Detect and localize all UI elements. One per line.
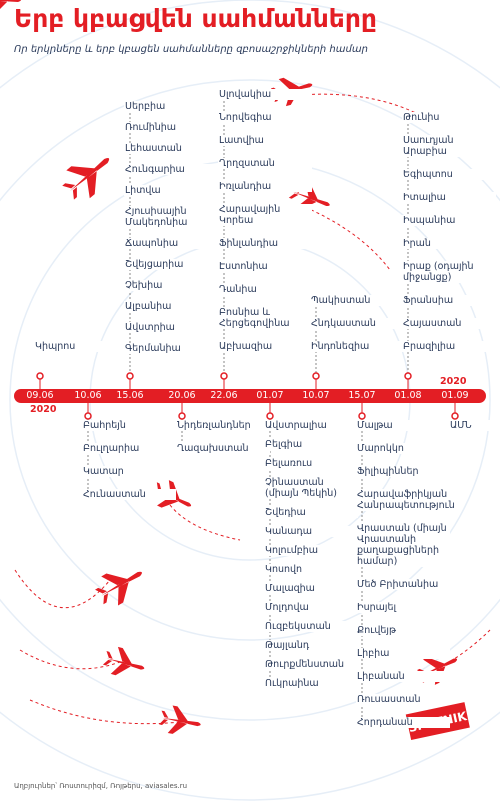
country: Հունաստան (82, 489, 176, 500)
country: Հարավաֆրիկյան Հանրապետություն (356, 489, 455, 511)
country: Լիբիա (356, 648, 450, 659)
country: Կանադա (264, 526, 358, 537)
country: Պակիստան (310, 295, 404, 306)
timeline-bar (14, 389, 486, 403)
country: Ֆիլիպիններ (356, 466, 450, 477)
country: Կոլումբիա (264, 545, 358, 556)
marker (84, 412, 92, 420)
date-label: 01.07 (256, 390, 284, 401)
country: Մարոկկո (356, 443, 450, 454)
country: Կիպրոս (34, 341, 128, 352)
country: Հարավային Կորեա (218, 204, 312, 226)
date-label: 20.06 (168, 390, 196, 401)
marker (451, 412, 459, 420)
country: Մալազիա (264, 583, 358, 594)
country: Ավստրալիա (264, 420, 358, 431)
country: Հյուսիսային Մակեդոնիա (124, 206, 218, 228)
country: Կատար (82, 466, 176, 477)
country: Սաուդյան Արաբիա (402, 135, 496, 157)
country: Լեհաստան (124, 143, 218, 154)
country: Ղազախստան (176, 443, 270, 454)
country: Հունգարիա (124, 164, 218, 175)
country: Վրաստան (միայն Վրաստանի քաղաքացիների համ… (356, 523, 450, 567)
country: Ուկրաինա (264, 678, 358, 689)
country: Իսպանիա (402, 215, 496, 226)
country: Քուվեյթ (356, 625, 450, 636)
country: Իռլանդիա (218, 181, 312, 192)
marker (266, 412, 274, 420)
date-label: 09.06 (26, 390, 54, 401)
country: Շվեդիա (264, 507, 358, 518)
country: Չինաստան (միայն Պեկին) (264, 477, 358, 499)
country: Լատվիա (218, 135, 312, 146)
country: Հորդանան (356, 717, 450, 728)
country: Սլովակիա (218, 89, 312, 100)
country: Ալբանիա (124, 301, 218, 312)
country: Չեխիա (124, 280, 218, 291)
country: Ավստրիա (124, 322, 218, 333)
country: Մեծ Բրիտանիա (356, 579, 450, 590)
country: Էստոնիա (218, 261, 312, 272)
marker (178, 412, 186, 420)
country: Թայլանդ (264, 640, 358, 651)
country: Բահրեյն (82, 420, 176, 431)
country: Լիբանան (356, 671, 450, 682)
source: Աղբյուրներ՝ Ռոստուրիզմ, Ռոյթերս, aviasal… (14, 782, 188, 790)
country: Մոլդովա (264, 602, 358, 613)
country: Բոսնիա և Հերցեգովինա (218, 307, 312, 329)
country: Իսրայել (356, 602, 450, 613)
marker (404, 372, 412, 380)
country: Աբխազիա (218, 341, 312, 352)
country: Հայաստան (402, 318, 496, 329)
country: Ռումինիա (124, 122, 218, 133)
country: Նիդեռլանդներ (176, 420, 270, 431)
country: Հնդկաստան (310, 318, 404, 329)
country: ԱՄՆ (449, 420, 500, 431)
country: Բելգիա (264, 439, 358, 450)
country: Շվեյցարիա (124, 259, 218, 270)
country: Թուրքմենստան (264, 659, 358, 670)
country: Բրազիլիա (402, 341, 496, 352)
country: Բուլղարիա (82, 443, 176, 454)
marker (358, 412, 366, 420)
country: Ֆրանսիա (402, 295, 496, 306)
country: Իրաք (օդային միջանցք) (402, 261, 496, 283)
country: Սերբիա (124, 101, 218, 112)
date-label: 15.07 (348, 390, 376, 401)
country: Ինդոնեզիա (310, 341, 404, 352)
country: Ճապոնիա (124, 238, 218, 249)
marker (220, 372, 228, 380)
year: 2020 (30, 404, 57, 415)
country: Գերմանիա (124, 343, 218, 354)
date-label: 10.06 (74, 390, 102, 401)
country: Կոսովո (264, 564, 358, 575)
country: Ֆինլանդիա (218, 238, 312, 249)
country: Ուզբեկստան (264, 621, 358, 632)
date-label: 10.07 (302, 390, 330, 401)
date-label: 15.06 (116, 390, 144, 401)
country: Թունիս (402, 112, 496, 123)
title: Երբ կբացվեն սահմանները (14, 4, 377, 33)
marker (126, 372, 134, 380)
country: Ղրղզստան (218, 158, 312, 169)
date-label: 22.06 (210, 390, 238, 401)
country: Իտալիա (402, 192, 496, 203)
country: Իրան (402, 238, 496, 249)
marker (312, 372, 320, 380)
country: Ռուսաստան (356, 694, 450, 705)
country: Դանիա (218, 284, 312, 295)
subtitle: Որ երկրները և երբ կբացեն սահմանները զբոս… (14, 44, 368, 55)
marker (36, 372, 44, 380)
country: Մալթա (356, 420, 450, 431)
country: Լիտվա (124, 185, 218, 196)
year: 2020 (440, 376, 467, 387)
country: Բելառուս (264, 458, 358, 469)
date-label: 01.09 (441, 390, 469, 401)
country: Եգիպտոս (402, 169, 496, 180)
date-label: 01.08 (394, 390, 422, 401)
country: Նորվեգիա (218, 112, 312, 123)
